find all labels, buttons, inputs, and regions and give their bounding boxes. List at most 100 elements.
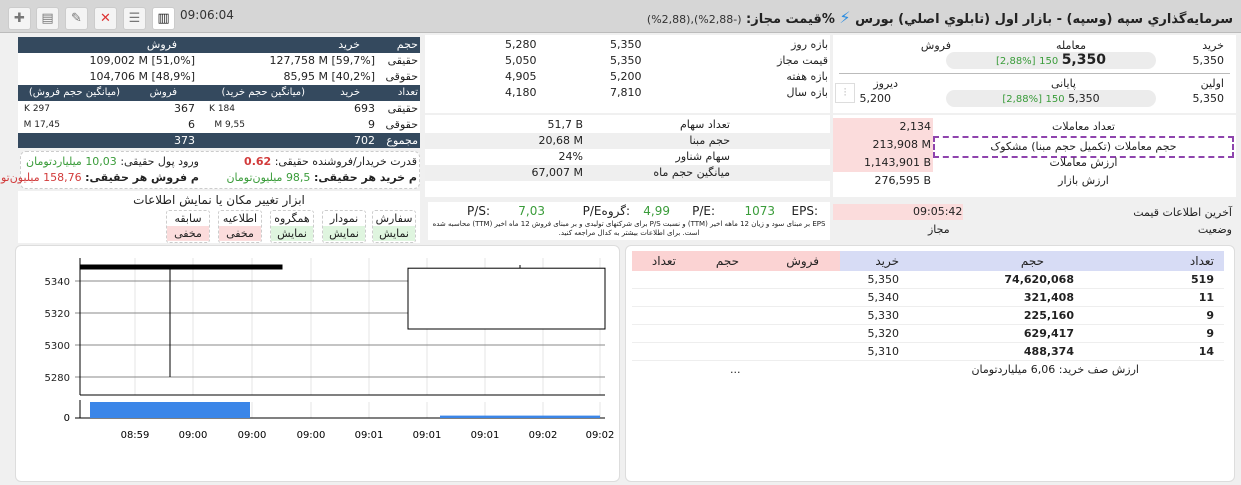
trade-stat-label: ارزش معاملات: [1049, 156, 1118, 169]
first-price: 5,350: [1192, 92, 1225, 105]
buy-volume: 629,417: [1023, 327, 1074, 340]
buy-price: 5,350: [1192, 54, 1225, 67]
share-stat-row: حجم مبنا 20,68 M: [425, 133, 830, 149]
tool-state: نمایش: [323, 226, 365, 241]
tool-notice[interactable]: اطلاعیه مخفی: [218, 210, 262, 243]
trade-pct: [2,88%]: [996, 56, 1036, 67]
chart-icon[interactable]: ▥: [152, 7, 175, 30]
tool-label: اطلاعیه: [222, 212, 258, 225]
orderbook-row[interactable]: 11 321,408 5,340: [632, 289, 1224, 307]
last-price-box: [2,88%] 150 5,350: [946, 90, 1156, 107]
x-tick-label: 08:59: [121, 430, 150, 441]
x-tick-label: 09:02: [586, 430, 615, 441]
last-label: پایانی: [1050, 77, 1076, 90]
col-header: (میانگین حجم خرید): [221, 87, 305, 98]
allowed-label: %قیمت مجاز:: [746, 12, 835, 27]
row-label: حقیقی: [387, 54, 418, 67]
toolbar: ✚ ▤ ✎ ✕ ☰ ▥ 09:06:04 سرمایه‌گذاري سپه (و…: [0, 0, 1241, 33]
symbol-name: سرمایه‌گذاري سپه (وسپه) - بازار اول (تاب…: [855, 12, 1233, 27]
tool-state: نمایش: [373, 226, 415, 241]
trade-price-box: [2,88%] 150 5,350: [946, 52, 1156, 69]
range-label: بازه سال: [786, 86, 828, 99]
col-header: فروش: [149, 87, 177, 98]
first-label: اولین: [1200, 77, 1224, 90]
range-label: قیمت مجاز: [777, 54, 828, 67]
col-header: تعداد: [651, 254, 676, 268]
tool-label: همگروه: [274, 212, 310, 225]
stat-value: 20,68 M: [538, 134, 583, 147]
pe-label: P/E:: [692, 204, 715, 218]
range-low: 5,280: [505, 38, 537, 51]
volume-bar: [90, 402, 250, 418]
tool-label: سابقه: [174, 212, 202, 225]
trade-stat-value: 213,908 M: [833, 136, 933, 154]
calculator-icon[interactable]: ▤: [36, 7, 59, 30]
last-info-label: آخرین اطلاعات قیمت: [1133, 206, 1232, 219]
stat-value: 67,007 M: [531, 166, 583, 179]
total-label: مجموع: [386, 134, 418, 147]
tool-order[interactable]: سفارش نمایش: [372, 210, 416, 243]
eps-label: EPS:: [791, 204, 818, 218]
buy-count: 519: [1191, 273, 1214, 286]
sell-label: فروش: [920, 39, 951, 52]
buy-label: خرید: [1202, 39, 1224, 52]
volume-tick-label: 0: [64, 413, 70, 424]
orderbook-row[interactable]: 519 74,620,068 5,350: [632, 271, 1224, 289]
state-label: وضعیت: [1197, 223, 1232, 236]
trade-stat-value: 276,595 B: [874, 174, 931, 187]
sell-count: 367: [174, 102, 195, 115]
trade-stat-row: 213,908 M حجم معاملات (تکمیل حجم مبنا) م…: [833, 136, 1236, 158]
candle-body: [407, 267, 606, 330]
buy-count: 9: [368, 118, 375, 131]
sell-avg: 297 K: [24, 104, 50, 114]
tool-label: سفارش: [375, 212, 413, 225]
stat-value: 24%: [558, 150, 583, 163]
buy-price: 5,340: [867, 291, 900, 304]
tool-group[interactable]: همگروه نمایش: [270, 210, 314, 243]
row-label: حقوقی: [385, 118, 418, 131]
orderbook-row[interactable]: 9 629,417 5,320: [632, 325, 1224, 343]
range-high: 5,200: [610, 70, 642, 83]
pe-value: 4,99: [643, 204, 670, 218]
share-stat-row: میانگین حجم ماه 67,007 M: [425, 165, 830, 181]
col-header: تعداد: [397, 87, 418, 98]
tool-chart[interactable]: نمودار نمایش: [322, 210, 366, 243]
symbol-title: سرمایه‌گذاري سپه (وسپه) - بازار اول (تاب…: [647, 8, 1233, 27]
buy-value: 127,758 M [59,7%]: [269, 54, 376, 67]
buy-volume: 74,620,068: [1004, 273, 1074, 286]
buy-price: 5,320: [867, 327, 900, 340]
stat-label: حجم مبنا: [689, 134, 730, 147]
sell-avg: 17,45 M: [23, 120, 60, 130]
table-row: حقوقی 9 9,55 M 6 17,45 M: [18, 117, 420, 133]
range-row: بازه سال 7,810 4,180: [425, 85, 830, 101]
buy-price: 5,330: [867, 309, 900, 322]
col-header: خرید: [340, 87, 360, 98]
y-tick-label: 5300: [45, 341, 70, 352]
x-tick-label: 09:02: [529, 430, 558, 441]
orderbook-panel: [625, 245, 1235, 482]
range-low: 4,180: [505, 86, 537, 99]
plus-icon[interactable]: ✚: [8, 7, 31, 30]
x-tick-label: 09:00: [238, 430, 267, 441]
orderbook-row[interactable]: 9 225,160 5,330: [632, 307, 1224, 325]
y-tick-label: 5340: [45, 277, 70, 288]
range-row: قیمت مجاز 5,350 5,050: [425, 53, 830, 69]
network-icon[interactable]: ✕: [94, 7, 117, 30]
x-tick-label: 09:01: [413, 430, 442, 441]
note-icon[interactable]: ✎: [65, 7, 88, 30]
orderbook-row[interactable]: 14 488,374 5,310: [632, 343, 1224, 361]
x-tick-label: 09:01: [355, 430, 384, 441]
equalizer-icon[interactable]: ⫶: [835, 83, 855, 103]
trade-stat-value: 2,134: [833, 118, 933, 136]
tool-history[interactable]: سابقه مخفی: [166, 210, 210, 243]
allowed-range: (-2,88%),(2,88%): [646, 13, 742, 26]
buy-count: 11: [1198, 291, 1214, 304]
buy-count: 9: [1206, 327, 1214, 340]
real-power-box: قدرت خریدار/فروشنده حقیقی: 0.62 ورود پول…: [0, 151, 420, 189]
stat-label: سهام شناور: [675, 150, 730, 163]
share-stat-row: سهام شناور 24%: [425, 149, 830, 165]
range-row: بازه روز 5,350 5,280: [425, 37, 830, 53]
status-panel: آخرین اطلاعات قیمت 09:05:42 وضعیت مجاز: [833, 203, 1236, 241]
list-icon[interactable]: ☰: [123, 7, 146, 30]
